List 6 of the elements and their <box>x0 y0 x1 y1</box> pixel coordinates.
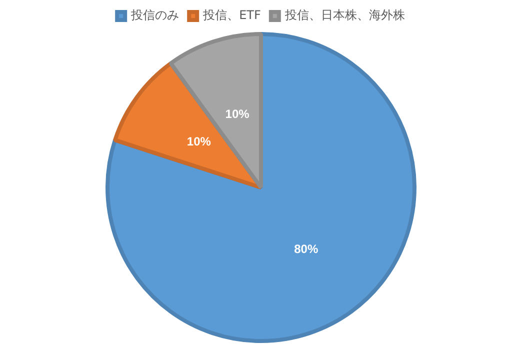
legend-label: 投信のみ <box>130 8 180 22</box>
data-label: 10% <box>225 106 250 121</box>
data-label: 80% <box>294 242 318 256</box>
data-label: 10% <box>186 134 212 149</box>
legend-label: 投信、ETF <box>202 8 262 22</box>
legend-label: 投信、日本株、海外株 <box>284 8 405 22</box>
